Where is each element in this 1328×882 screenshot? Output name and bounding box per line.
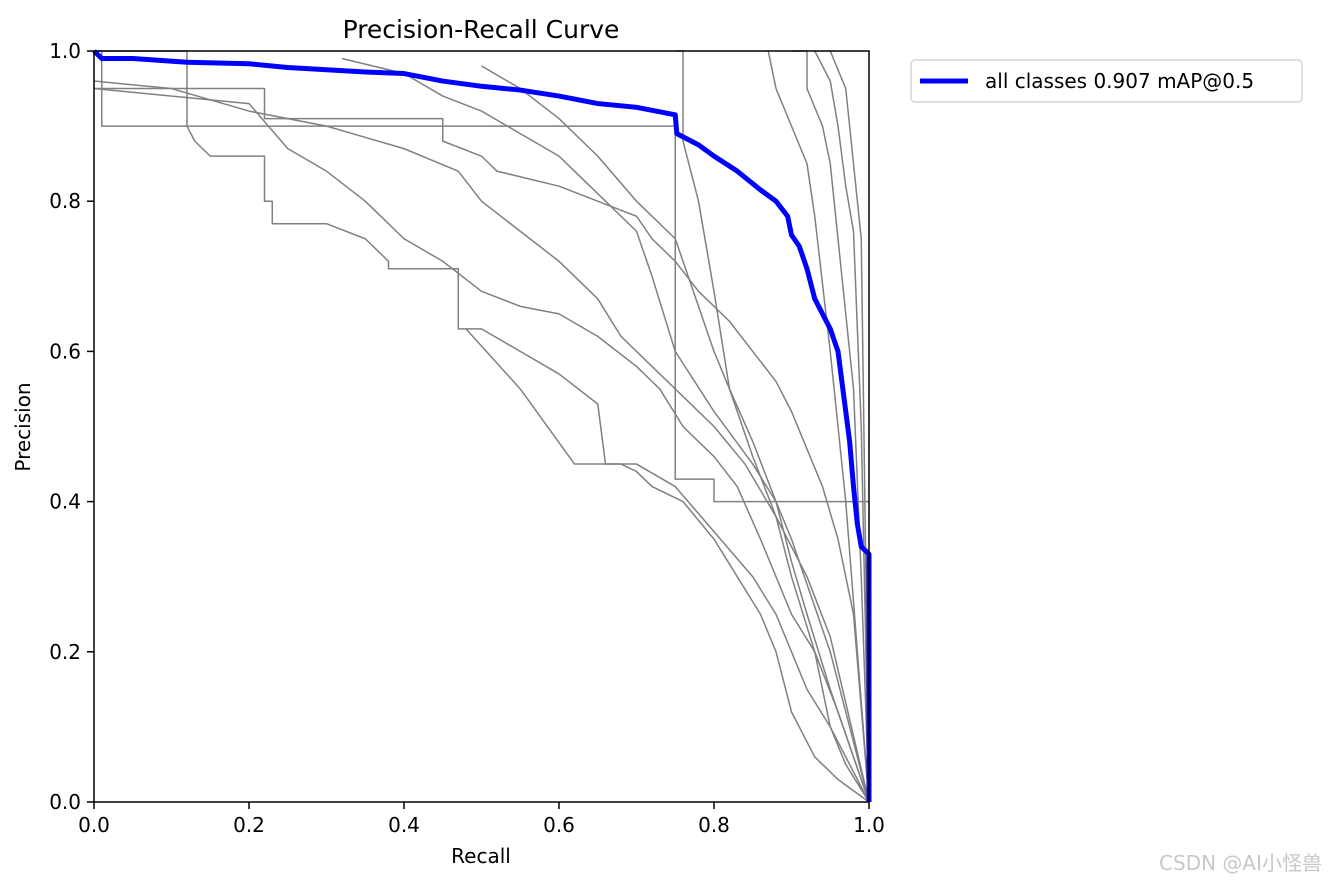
legend-box [910,59,1303,103]
series-line-class-4 [93,87,870,803]
series-line-class-1 [94,50,869,503]
y-tick-label: 0.8 [49,189,81,213]
axis-ticks: 0.0 0.2 0.4 0.6 0.8 1.0 0.0 0.2 0.4 0.6 0.8 1.0 [49,39,885,837]
legend-label: all classes 0.907 mAP@0.5 [985,69,1254,93]
series-line-class-13 [829,50,870,803]
y-tick-label: 0.4 [49,490,81,514]
x-tick-label: 0.8 [698,813,730,837]
x-tick-label: 1.0 [853,813,885,837]
y-tick-label: 1.0 [49,39,81,63]
y-tick-label: 0.6 [49,339,81,363]
series-line-class-7 [341,57,870,803]
x-tick-label: 0.2 [233,813,265,837]
series-line-class-3 [94,87,870,803]
plot-lines [92,49,872,803]
y-tick-label: 0.2 [49,640,81,664]
x-tick-label: 0.6 [543,813,575,837]
x-tick-label: 0.4 [388,813,420,837]
axes-frame [93,50,870,803]
x-tick-label: 0.0 [78,813,110,837]
y-axis-label: Precision [11,382,35,471]
series-line-class-10 [767,50,870,803]
x-axis-label: Recall [451,844,511,868]
series-line-class-8 [481,65,870,803]
chart-title: Precision-Recall Curve [343,15,620,44]
series-line-class-9 [675,50,870,803]
legend: all classes 0.907 mAP@0.5 [910,59,1303,103]
series-line-class-12 [814,50,870,803]
series-line-class-2 [94,50,870,803]
series-line-all-classes [92,49,872,802]
series-line-class-6 [465,328,870,803]
y-tick-label: 0.0 [49,790,81,814]
watermark-text: CSDN @AI小怪兽 [1159,851,1322,875]
